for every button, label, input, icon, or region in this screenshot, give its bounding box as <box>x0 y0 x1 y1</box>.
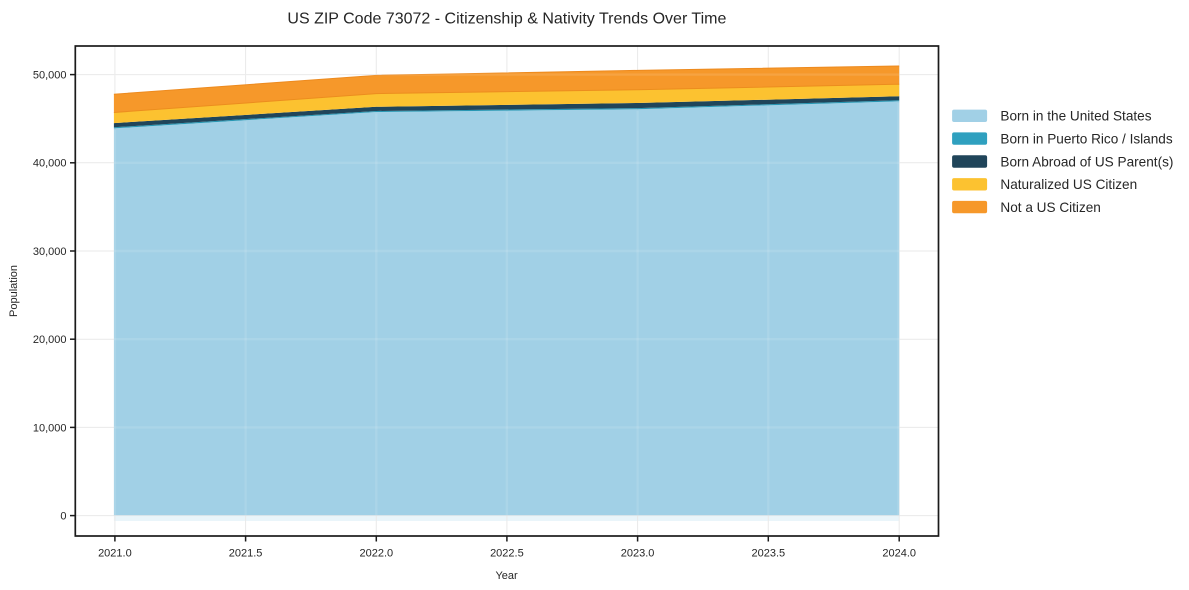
svg-text:10,000: 10,000 <box>33 422 67 434</box>
svg-text:2024.0: 2024.0 <box>882 548 916 560</box>
svg-text:Born in Puerto Rico / Islands: Born in Puerto Rico / Islands <box>1000 131 1172 146</box>
svg-text:2022.0: 2022.0 <box>359 548 393 560</box>
svg-text:40,000: 40,000 <box>33 158 67 170</box>
svg-text:2022.5: 2022.5 <box>490 548 524 560</box>
svg-text:20,000: 20,000 <box>33 334 67 346</box>
svg-text:30,000: 30,000 <box>33 246 67 258</box>
svg-text:2023.0: 2023.0 <box>621 548 655 560</box>
svg-text:Born in the United States: Born in the United States <box>1000 109 1151 124</box>
svg-text:Naturalized US Citizen: Naturalized US Citizen <box>1000 177 1137 192</box>
svg-text:0: 0 <box>60 511 66 523</box>
svg-text:Not a US Citizen: Not a US Citizen <box>1000 200 1100 215</box>
svg-text:US ZIP Code 73072 - Citizenshi: US ZIP Code 73072 - Citizenship & Nativi… <box>287 11 726 28</box>
svg-text:50,000: 50,000 <box>33 70 67 82</box>
svg-text:2021.5: 2021.5 <box>229 548 263 560</box>
svg-text:Population: Population <box>8 265 20 317</box>
svg-text:Year: Year <box>495 570 518 582</box>
svg-text:2023.5: 2023.5 <box>751 548 785 560</box>
svg-text:Born Abroad of US Parent(s): Born Abroad of US Parent(s) <box>1000 154 1173 169</box>
svg-text:2021.0: 2021.0 <box>98 548 132 560</box>
